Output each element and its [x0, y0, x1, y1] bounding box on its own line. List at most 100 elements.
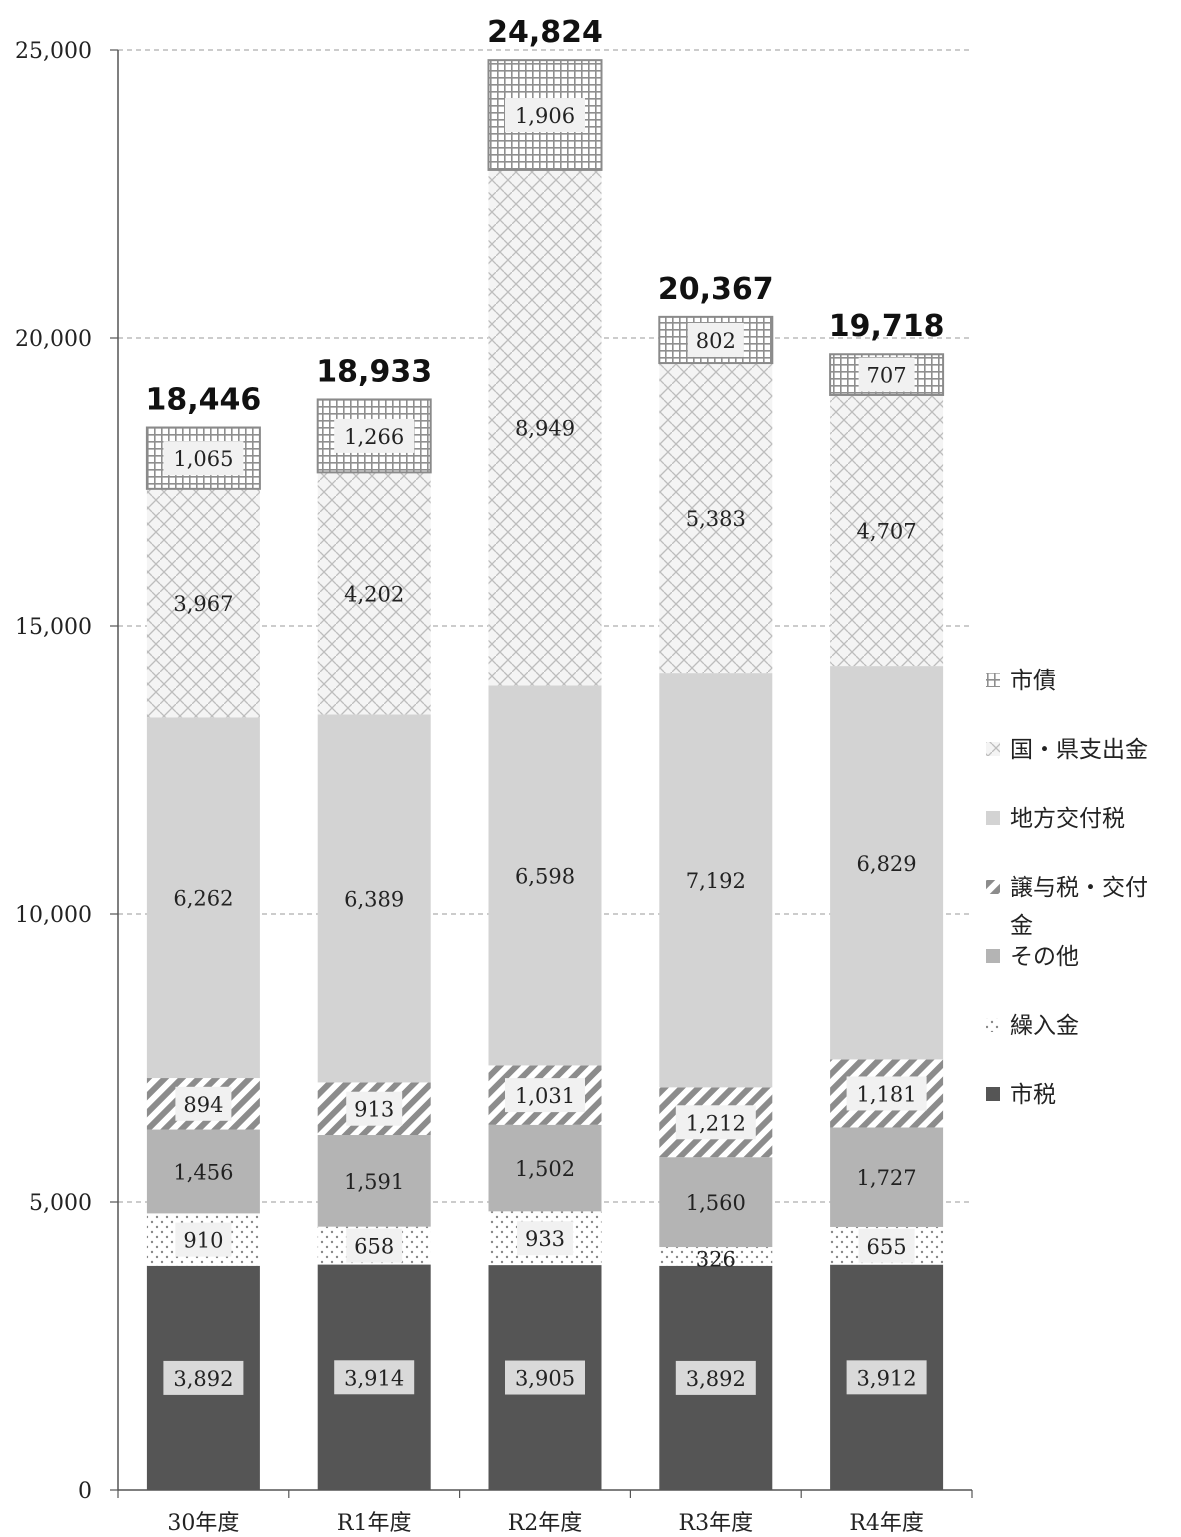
data-labels: 3,892 910 1,456 894 6,262 3,967 1,065 18,446 3,9…	[146, 15, 945, 1395]
data-label-box	[334, 1360, 415, 1395]
y-tick-label: 10,000	[15, 903, 92, 928]
data-label: 8,949	[515, 417, 575, 441]
data-label: 3,914	[344, 1366, 404, 1390]
data-label-box	[163, 441, 244, 476]
data-label: 1,181	[857, 1082, 917, 1106]
weave-swatch-icon	[986, 742, 1000, 756]
data-label: 1,212	[686, 1111, 746, 1135]
bar-segment	[830, 1127, 944, 1227]
bar-segment	[317, 472, 431, 715]
data-label-box	[858, 357, 915, 392]
legend-label: 譲与税・交付金	[1010, 875, 1148, 939]
data-label-box	[505, 1360, 585, 1395]
bar-segment	[146, 488, 260, 718]
y-tick-label: 15,000	[15, 615, 92, 640]
x-category-label: R2年度	[508, 1511, 583, 1536]
data-label: 5,383	[686, 507, 746, 531]
axes: 0 5,000 10,000 15,000 20,000 25,000 30年度 R1年度 R2…	[15, 39, 973, 1536]
legend-label: 市債	[1010, 668, 1056, 694]
data-label-box	[846, 1076, 927, 1111]
total-label: 20,367	[658, 272, 774, 307]
legend-label: その他	[1010, 944, 1079, 970]
data-label: 1,502	[515, 1157, 575, 1181]
data-label-box	[846, 1360, 927, 1395]
bar-segment	[488, 1124, 602, 1212]
data-label-box	[517, 1221, 573, 1256]
data-label: 658	[354, 1235, 394, 1259]
data-label: 802	[696, 329, 736, 353]
data-label-box	[346, 1228, 403, 1263]
total-label: 24,824	[487, 15, 603, 50]
bar-segment	[659, 1247, 773, 1266]
total-label: 18,933	[316, 354, 432, 389]
bar-segment	[659, 673, 773, 1088]
data-label: 1,727	[857, 1166, 917, 1190]
data-label-box	[334, 418, 415, 453]
data-label-box	[675, 1360, 756, 1395]
data-label-box	[687, 322, 744, 357]
bar-segment	[830, 394, 944, 667]
data-label: 913	[354, 1098, 394, 1122]
data-label: 7,192	[686, 869, 746, 893]
grid-swatch-icon	[986, 673, 1000, 687]
bar-segment-outline	[316, 398, 432, 474]
light-swatch-icon	[986, 811, 1000, 825]
data-label: 3,892	[686, 1367, 746, 1391]
data-label: 6,598	[515, 864, 575, 888]
bar-segment-outline	[658, 315, 774, 365]
data-label: 1,906	[515, 104, 575, 128]
data-label-box	[175, 1222, 232, 1257]
data-label: 4,202	[344, 582, 404, 606]
x-category-label: R3年度	[679, 1511, 754, 1536]
legend-label: 市税	[1010, 1082, 1056, 1108]
bar-segment	[659, 363, 773, 674]
data-label-box	[505, 98, 585, 133]
data-label-box	[346, 1091, 403, 1126]
data-label: 1,065	[173, 447, 233, 471]
data-label-box	[675, 1105, 756, 1140]
bar-segment	[830, 666, 944, 1060]
data-label: 1,560	[686, 1191, 746, 1215]
mid-swatch-icon	[986, 949, 1000, 963]
x-category-label: R1年度	[337, 1511, 412, 1536]
x-category-label: R4年度	[849, 1511, 924, 1536]
legend-label: 地方交付税	[1010, 806, 1125, 832]
data-label: 3,967	[173, 592, 233, 616]
y-tick-label: 0	[78, 1479, 92, 1504]
data-label: 3,912	[857, 1366, 917, 1390]
y-tick-label: 25,000	[15, 39, 92, 64]
x-category-label: 30年度	[167, 1511, 239, 1536]
bar-segment	[488, 169, 602, 686]
y-tick-label: 20,000	[15, 327, 92, 352]
data-label: 655	[867, 1235, 907, 1259]
data-label: 1,266	[344, 425, 404, 449]
total-label: 19,718	[829, 309, 945, 344]
data-label-box	[163, 1360, 244, 1395]
legend-label: 繰入金	[1010, 1013, 1079, 1039]
bar-segment	[317, 1135, 431, 1227]
bar-segment	[317, 714, 431, 1083]
bar-segment	[146, 717, 260, 1079]
diagonal-swatch-icon	[986, 880, 1000, 894]
data-label: 3,892	[173, 1367, 233, 1391]
data-label: 910	[183, 1229, 223, 1253]
data-label: 1,456	[173, 1160, 233, 1184]
bars	[145, 59, 945, 1490]
data-label: 6,262	[173, 887, 233, 911]
data-label: 3,905	[515, 1367, 575, 1391]
bar-segment-outline	[145, 426, 261, 490]
bar-segment	[659, 1157, 773, 1248]
data-label: 1,031	[515, 1084, 575, 1108]
bar-segment	[146, 1129, 260, 1214]
dots-swatch-icon	[986, 1018, 1000, 1032]
data-label: 933	[525, 1227, 565, 1251]
y-tick-label: 5,000	[29, 1191, 92, 1216]
dark-swatch-icon	[986, 1087, 1000, 1101]
data-label: 4,707	[857, 520, 917, 544]
bar-segment-outline	[487, 59, 603, 171]
data-label: 707	[867, 364, 907, 388]
data-label: 326	[696, 1247, 736, 1271]
bar-segment	[488, 685, 602, 1066]
